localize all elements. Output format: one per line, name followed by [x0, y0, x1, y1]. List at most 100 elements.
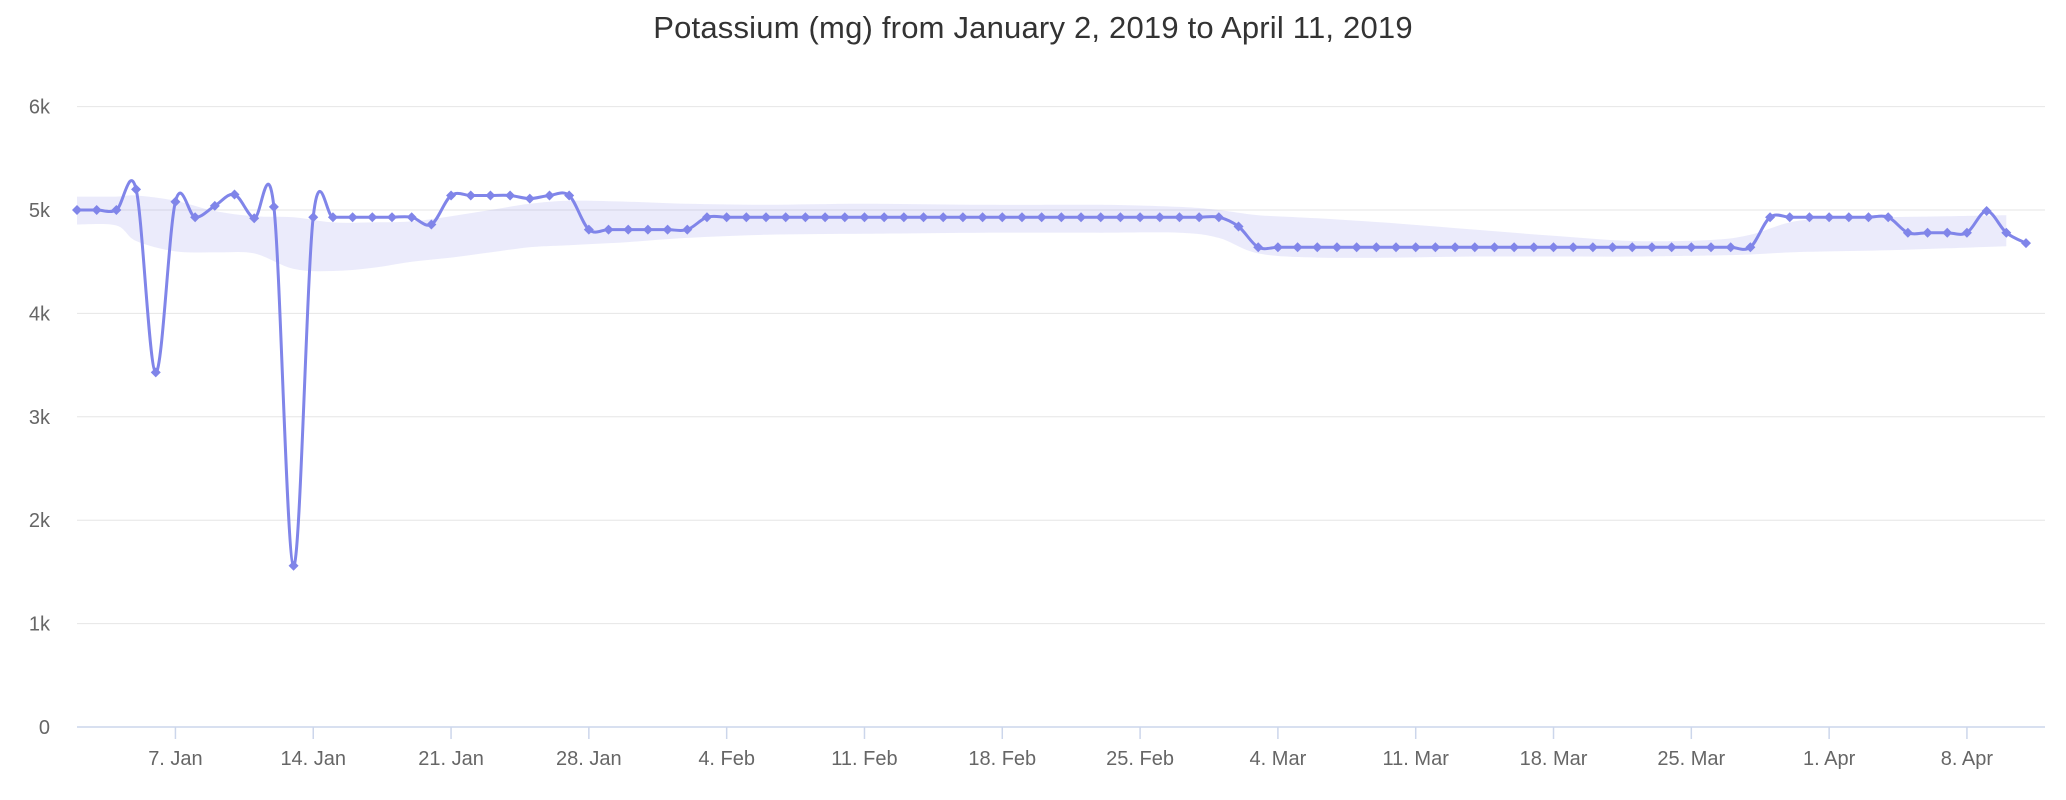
data-point-marker[interactable] [1174, 212, 1185, 223]
data-point-marker[interactable] [386, 212, 397, 223]
data-point-marker[interactable] [2021, 238, 2031, 249]
data-point-marker[interactable] [1745, 242, 1756, 253]
data-point-marker[interactable] [190, 212, 201, 223]
data-point-marker[interactable] [898, 212, 909, 223]
data-point-marker[interactable] [446, 190, 457, 201]
data-point-marker[interactable] [1194, 212, 1205, 223]
range-band-area[interactable] [77, 195, 2007, 272]
data-point-marker[interactable] [1391, 242, 1402, 253]
data-point-marker[interactable] [1666, 242, 1677, 253]
data-point-marker[interactable] [1115, 212, 1126, 223]
data-point-marker[interactable] [997, 212, 1008, 223]
data-point-marker[interactable] [209, 200, 220, 211]
data-point-marker[interactable] [544, 190, 555, 201]
data-point-marker[interactable] [1961, 227, 1972, 238]
data-point-marker[interactable] [662, 224, 673, 235]
data-point-marker[interactable] [1627, 242, 1638, 253]
data-point-marker[interactable] [150, 367, 161, 378]
data-point-marker[interactable] [347, 212, 358, 223]
data-point-marker[interactable] [701, 212, 712, 223]
data-point-marker[interactable] [1922, 227, 1933, 238]
data-point-marker[interactable] [1548, 242, 1559, 253]
data-point-marker[interactable] [1725, 242, 1736, 253]
data-point-marker[interactable] [1233, 221, 1244, 232]
data-point-marker[interactable] [564, 190, 575, 201]
data-point-marker[interactable] [1253, 242, 1264, 253]
data-point-marker[interactable] [1568, 242, 1579, 253]
data-point-marker[interactable] [1272, 242, 1283, 253]
data-point-marker[interactable] [977, 212, 988, 223]
data-point-marker[interactable] [131, 184, 142, 195]
data-point-marker[interactable] [1883, 212, 1894, 223]
data-point-marker[interactable] [268, 201, 279, 212]
data-point-marker[interactable] [1036, 212, 1047, 223]
data-point-marker[interactable] [1528, 242, 1539, 253]
data-point-marker[interactable] [1686, 242, 1697, 253]
data-point-marker[interactable] [603, 224, 614, 235]
data-point-marker[interactable] [1016, 212, 1027, 223]
data-point-marker[interactable] [1292, 242, 1303, 253]
data-point-marker[interactable] [1587, 242, 1598, 253]
data-point-marker[interactable] [505, 190, 516, 201]
data-point-marker[interactable] [72, 205, 82, 215]
data-point-marker[interactable] [642, 224, 653, 235]
data-point-marker[interactable] [1056, 212, 1067, 223]
data-point-marker[interactable] [741, 212, 752, 223]
data-point-marker[interactable] [426, 219, 437, 230]
data-point-marker[interactable] [111, 205, 122, 215]
data-point-marker[interactable] [1646, 242, 1657, 253]
data-point-marker[interactable] [761, 212, 772, 223]
data-point-marker[interactable] [623, 224, 634, 235]
data-point-marker[interactable] [1076, 212, 1087, 223]
data-point-marker[interactable] [367, 212, 378, 223]
data-point-marker[interactable] [170, 196, 181, 207]
data-point-marker[interactable] [839, 212, 850, 223]
data-point-marker[interactable] [1863, 212, 1874, 223]
data-point-marker[interactable] [1509, 242, 1520, 253]
data-point-marker[interactable] [327, 212, 338, 223]
data-point-marker[interactable] [288, 560, 299, 571]
data-point-marker[interactable] [485, 190, 496, 201]
data-point-marker[interactable] [1804, 212, 1815, 223]
data-point-marker[interactable] [1469, 242, 1480, 253]
data-point-marker[interactable] [682, 224, 693, 235]
data-point-marker[interactable] [1430, 242, 1441, 253]
data-point-marker[interactable] [1607, 242, 1618, 253]
data-point-marker[interactable] [1489, 242, 1500, 253]
data-point-marker[interactable] [721, 212, 732, 223]
data-point-marker[interactable] [406, 212, 417, 223]
data-point-marker[interactable] [957, 212, 968, 223]
data-point-marker[interactable] [1784, 212, 1795, 223]
data-point-marker[interactable] [308, 212, 319, 223]
data-point-marker[interactable] [465, 190, 476, 201]
data-point-marker[interactable] [583, 224, 594, 235]
data-point-marker[interactable] [800, 212, 811, 223]
data-point-marker[interactable] [1981, 206, 1992, 217]
data-point-marker[interactable] [524, 193, 535, 204]
data-point-marker[interactable] [1824, 212, 1835, 223]
data-point-marker[interactable] [2001, 227, 2012, 238]
data-point-marker[interactable] [938, 212, 949, 223]
data-point-marker[interactable] [1843, 212, 1854, 223]
data-point-marker[interactable] [1902, 227, 1913, 238]
data-point-marker[interactable] [1351, 242, 1362, 253]
data-point-marker[interactable] [249, 213, 260, 224]
data-point-marker[interactable] [1331, 242, 1342, 253]
data-point-marker[interactable] [1410, 242, 1421, 253]
data-point-marker[interactable] [229, 189, 240, 200]
data-point-marker[interactable] [780, 212, 791, 223]
data-point-marker[interactable] [1371, 242, 1382, 253]
data-point-marker[interactable] [1706, 242, 1717, 253]
data-point-marker[interactable] [1312, 242, 1323, 253]
data-point-marker[interactable] [918, 212, 929, 223]
data-point-marker[interactable] [1942, 227, 1953, 238]
data-point-marker[interactable] [1213, 212, 1224, 223]
data-point-marker[interactable] [859, 212, 870, 223]
data-point-marker[interactable] [1095, 212, 1106, 223]
data-point-marker[interactable] [91, 205, 102, 215]
data-point-marker[interactable] [1135, 212, 1146, 223]
data-point-marker[interactable] [1154, 212, 1165, 223]
data-point-marker[interactable] [1765, 212, 1776, 223]
data-point-marker[interactable] [820, 212, 831, 223]
data-point-marker[interactable] [1450, 242, 1461, 253]
